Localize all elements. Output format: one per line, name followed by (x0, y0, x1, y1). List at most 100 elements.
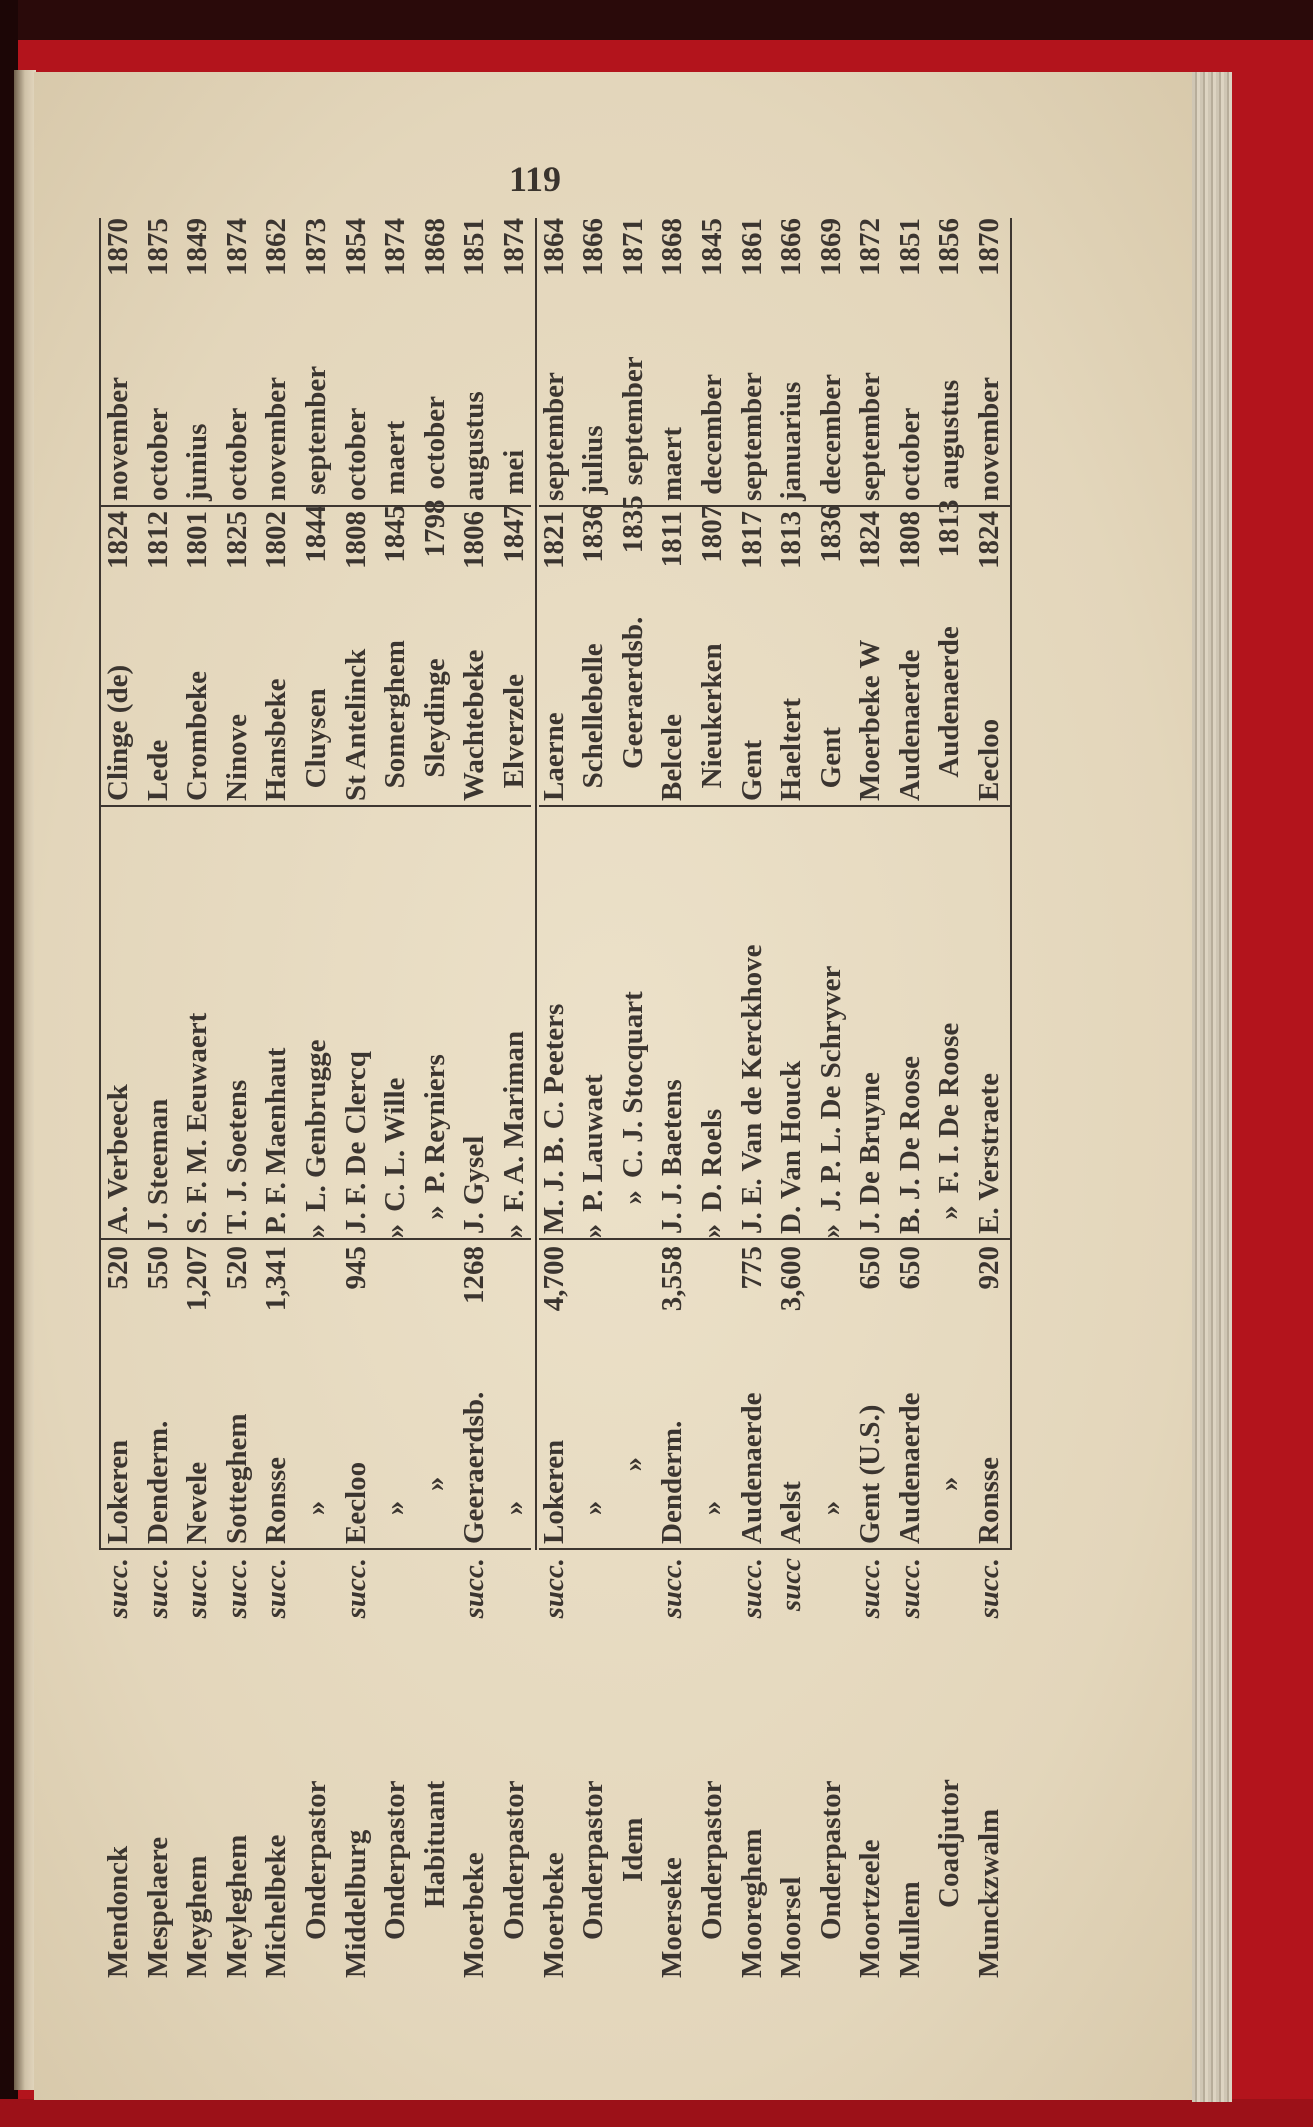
succession-mark (812, 1521, 852, 1627)
priest-name: F. A. Mariman (497, 1030, 530, 1212)
birth-year: 1807 (695, 504, 728, 563)
table-row: Moerseke succ. Denderm. 3,558 J. J. Baetens B… (653, 218, 693, 1978)
appointment-year: 1874 (497, 218, 530, 276)
priest-name: P. F. Maenhaut (260, 1047, 293, 1234)
priest-name: J. J. Baetens (656, 1079, 689, 1234)
appointment-year: 1862 (260, 218, 293, 276)
parish-name: Onderpastor (695, 1780, 728, 1941)
parish-name: Meyghem (181, 1855, 214, 1978)
appointment-year: 1851 (458, 218, 491, 276)
page-edge-left (14, 70, 36, 2090)
birth-year: 1811 (656, 511, 689, 568)
appointment-month: januarius (775, 381, 808, 501)
deanery: » (577, 1500, 610, 1516)
birthplace: Clinge (de) (102, 664, 134, 801)
appointment-month: november (973, 376, 1006, 501)
population: 1,341 (260, 1246, 293, 1312)
parish-name: Idem (616, 1817, 649, 1882)
parish-name: Onderpastor (497, 1780, 530, 1941)
succession-mark (297, 1521, 337, 1627)
column-rule (101, 805, 531, 807)
population: 1,207 (181, 1246, 214, 1312)
succession-mark: succ. (656, 1558, 689, 1619)
table-rule-section (534, 218, 537, 1550)
deanery: Gent (U.S.) (854, 1404, 887, 1544)
table-rule-top (99, 218, 101, 1550)
birthplace: Wachtebeke (458, 649, 491, 801)
birth-year: 1845 (379, 504, 412, 563)
population: » (616, 1190, 649, 1205)
table-row: Mullem succ. Audenaerde 650 B. J. De Roose Au… (891, 218, 931, 1978)
birthplace: Belcele (656, 714, 689, 801)
deanery: Lokeren (537, 1439, 570, 1544)
population: » (814, 1223, 847, 1239)
population: » (379, 1223, 412, 1239)
succession-mark: succ. (893, 1558, 926, 1619)
appointment-year: 1874 (220, 218, 253, 276)
succession-mark: succ. (181, 1558, 214, 1619)
priest-name: B. J. De Roose (893, 1055, 926, 1234)
birthplace: Elverzele (497, 674, 530, 789)
population: » (695, 1223, 728, 1239)
birth-year: 1847 (497, 504, 530, 563)
page-edges-right (1192, 72, 1232, 2102)
priest-name: T. J. Soetens (220, 1079, 253, 1234)
parish-name: Michelbeke (260, 1834, 293, 1978)
table-row: Mendonck succ. Lokeren 520 A. Verbeeck Clinge… (99, 218, 139, 1978)
population: 520 (102, 1246, 134, 1290)
table-row: Middelburg succ. Eecloo 945 J. F. De Clercq S… (337, 218, 377, 1978)
priest-name: J. F. De Clercq (339, 1051, 372, 1234)
birthplace: Laerne (537, 712, 570, 801)
table-row: Mespelaere succ. Denderm. 550 J. Steeman Lede… (139, 218, 179, 1978)
parish-name: Meyleghem (220, 1834, 253, 1978)
parish-name: Moerseke (656, 1857, 689, 1978)
parish-name: Mespelaere (141, 1836, 174, 1978)
appointment-year: 1874 (379, 218, 412, 276)
population: 1268 (458, 1246, 491, 1304)
parish-table: Mendonck succ. Lokeren 520 A. Verbeeck Clinge… (99, 217, 1012, 1978)
deanery: » (497, 1500, 530, 1516)
population: » (933, 1205, 966, 1220)
table-row: Onderpastor » » D. Roels Nieukerken 1807 decem… (693, 218, 733, 1978)
birthplace: Ninove (220, 714, 253, 801)
priest-name: D. Roels (695, 1108, 728, 1212)
deanery: Audenaerde (735, 1392, 768, 1544)
birthplace: Lede (141, 739, 174, 801)
succession-mark: succ. (102, 1558, 134, 1619)
birth-year: 1813 (775, 511, 808, 569)
priest-name: C. L. Wille (379, 1077, 412, 1212)
appointment-year: 1856 (933, 217, 966, 276)
birth-year: 1801 (181, 511, 214, 569)
appointment-month: augustus (933, 379, 966, 490)
table-row: Meyghem succ. Nevele 1,207 S. F. M. Eeuwaert… (178, 218, 218, 1978)
birthplace: Sleydinge (418, 658, 451, 778)
birthplace: Crombeke (181, 671, 214, 801)
appointment-month: october (418, 396, 451, 490)
population: 945 (339, 1246, 372, 1290)
birth-year: 1835 (616, 495, 649, 554)
population: 650 (893, 1246, 926, 1290)
succession-mark (495, 1521, 535, 1627)
birth-year: 1824 (854, 511, 887, 569)
appointment-month: october (339, 407, 372, 501)
table-row: Moortzeele succ. Gent (U.S.) 650 J. De Bruyn… (851, 218, 891, 1978)
appointment-month: october (220, 407, 253, 501)
column-rule (101, 1238, 531, 1240)
birth-year: 1802 (260, 511, 293, 569)
parish-name: Onderpastor (379, 1780, 412, 1941)
appointment-month: september (854, 372, 887, 501)
succession-mark: succ. (260, 1558, 293, 1619)
population: 550 (141, 1246, 174, 1290)
appointment-month: december (814, 373, 847, 495)
population: 520 (220, 1246, 253, 1290)
birthplace: Geeraerdsb. (616, 616, 649, 769)
succession-mark: succ. (854, 1558, 887, 1619)
population: » (497, 1223, 530, 1239)
column-rule (101, 505, 531, 507)
appointment-month: september (616, 356, 649, 486)
appointment-year: 1868 (418, 217, 451, 276)
population: 920 (973, 1246, 1006, 1290)
deanery: Aelst (775, 1481, 808, 1544)
deanery: » (379, 1500, 412, 1516)
table-row: Onderpastor » » L. Genbrugge Cluysen 1844 sept… (297, 218, 337, 1978)
